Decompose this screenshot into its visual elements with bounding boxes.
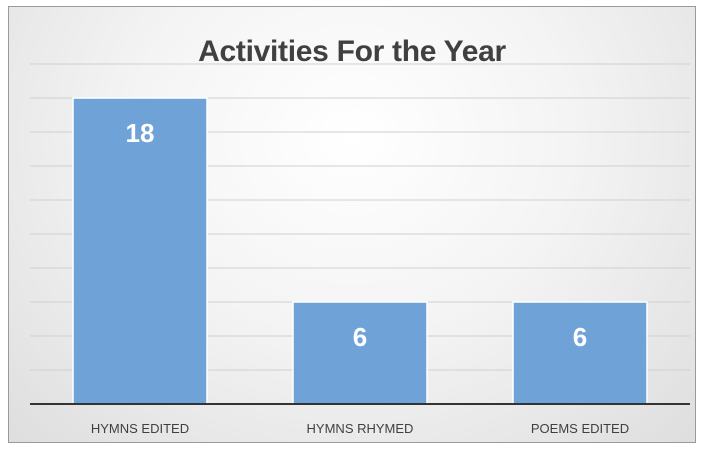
data-label: 6 (353, 322, 367, 352)
bars (72, 97, 648, 405)
category-label: HYMNS RHYMED (307, 421, 414, 436)
bar (292, 301, 428, 405)
bar (512, 301, 648, 405)
data-label: 6 (573, 322, 587, 352)
bar (72, 97, 208, 405)
category-label: POEMS EDITED (531, 421, 629, 436)
chart-title: Activities For the Year (198, 35, 506, 68)
data-labels: 186 6 (126, 118, 588, 352)
data-label: 18 (126, 118, 155, 148)
category-label: HYMNS EDITED (91, 421, 189, 436)
category-labels: HYMNS EDITED HYMNS RHYMED POEMS EDITED (91, 421, 629, 436)
